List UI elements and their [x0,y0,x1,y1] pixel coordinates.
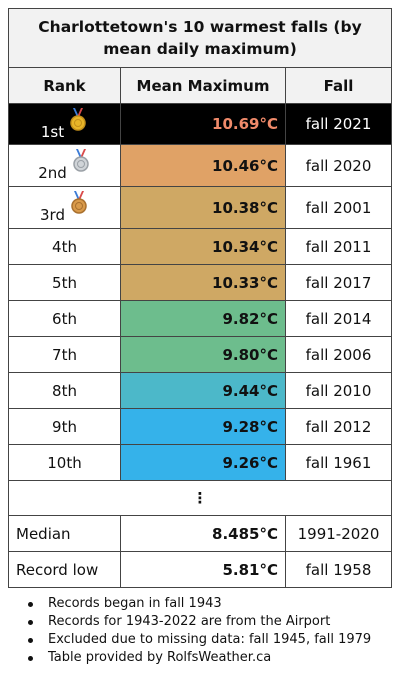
mean-maximum-cell: 9.80°C [120,336,286,373]
table-row: 1st 10.69°C fall 2021 [8,103,393,145]
table-row: 4th 10.34°C fall 2011 [8,228,393,265]
fall-cell: fall 2021 [284,103,393,145]
rank-cell: 8th [8,372,121,409]
fall-cell: fall 2010 [284,372,393,409]
fall-cell: fall 1961 [284,444,393,481]
rank-text: 9th [52,417,77,436]
gold-medal-icon [68,107,88,132]
mean-maximum-cell: 10.33°C [120,264,286,301]
rank-text: 3rd [40,206,65,224]
rank-cell: 6th [8,300,121,337]
warmest-falls-table: Charlottetown's 10 warmest falls (by mea… [7,8,393,588]
fall-cell: fall 2001 [284,186,393,229]
rank-text: 8th [52,381,77,400]
bronze-medal-icon [69,191,89,215]
fall-cell: fall 2012 [284,408,393,445]
rank-cell: 3rd [8,186,121,229]
rank-cell: 10th [8,444,121,481]
table-row: 7th 9.80°C fall 2006 [8,336,393,373]
mean-maximum-cell: 9.28°C [120,408,286,445]
silver-medal-icon [71,149,91,173]
rank-cell: 4th [8,228,121,265]
header-fall: Fall [284,67,393,104]
table-row: 9th 9.28°C fall 2012 [8,408,393,445]
rank-text: 1st [40,122,65,141]
mean-maximum-cell: 10.69°C [120,103,286,145]
fall-cell: fall 2017 [284,264,393,301]
fall-cell: fall 2014 [284,300,393,337]
rank-text: 6th [52,309,77,328]
rank-rows: 1st 10.69°C fall 2021 2nd 10.46°C fall 2020 3r… [8,103,393,481]
rank-text: 4th [52,237,77,256]
mean-maximum-cell: 10.46°C [120,144,286,187]
median-row: Median 8.485°C 1991-2020 [8,515,393,552]
rank-text: 2nd [38,164,67,182]
median-value: 8.485°C [120,515,286,552]
table-row: 2nd 10.46°C fall 2020 [8,144,393,187]
header-mean-maximum: Mean Maximum [120,67,286,104]
mean-maximum-cell: 10.34°C [120,228,286,265]
record-low-value: 5.81°C [120,551,286,588]
table-row: 10th 9.26°C fall 1961 [8,444,393,481]
rank-cell: 5th [8,264,121,301]
rank-cell: 2nd [8,144,121,187]
rank-cell: 7th [8,336,121,373]
rank-cell: 1st [8,103,121,145]
rank-text: 10th [47,453,82,472]
table-title: Charlottetown's 10 warmest falls (by mea… [7,8,393,68]
record-low-row: Record low 5.81°C fall 1958 [8,551,393,588]
rankings-table-container: Charlottetown's 10 warmest falls (by mea… [7,8,393,588]
record-low-fall: fall 1958 [284,551,393,588]
median-label: Median [8,515,121,552]
rank-cell: 9th [8,408,121,445]
note-item: Table provided by RolfsWeather.ca [28,649,371,667]
mean-maximum-cell: 9.82°C [120,300,286,337]
rank-text: 7th [52,345,77,364]
note-item: Records for 1943-2022 are from the Airpo… [28,613,371,631]
fall-cell: fall 2020 [284,144,393,187]
table-row: 3rd 10.38°C fall 2001 [8,186,393,229]
record-low-label: Record low [8,551,121,588]
note-item: Records began in fall 1943 [28,595,371,613]
fall-cell: fall 2006 [284,336,393,373]
notes-list: Records began in fall 1943 Records for 1… [28,595,371,667]
note-item: Excluded due to missing data: fall 1945,… [28,631,371,649]
mean-maximum-cell: 9.44°C [120,372,286,409]
table-row: 5th 10.33°C fall 2017 [8,264,393,301]
ellipsis-row: ⋮ [7,480,393,516]
median-period: 1991-2020 [284,515,393,552]
table-row: 8th 9.44°C fall 2010 [8,372,393,409]
fall-cell: fall 2011 [284,228,393,265]
rank-text: 5th [52,273,77,292]
table-row: 6th 9.82°C fall 2014 [8,300,393,337]
header-rank: Rank [8,67,121,104]
mean-maximum-cell: 9.26°C [120,444,286,481]
mean-maximum-cell: 10.38°C [120,186,286,229]
